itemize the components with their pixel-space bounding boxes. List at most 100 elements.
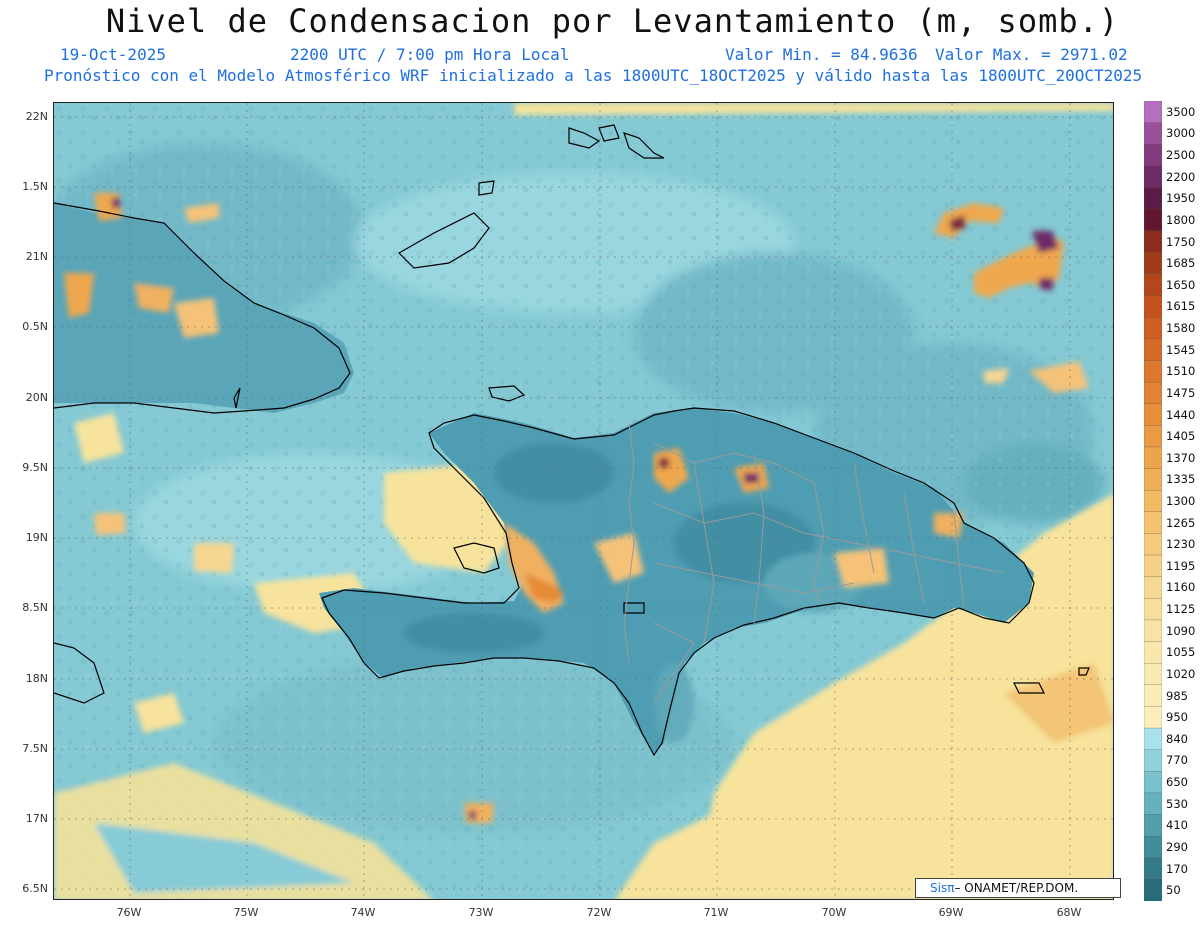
colorbar-label: 1685 bbox=[1166, 256, 1196, 271]
colorbar-label: 1125 bbox=[1166, 602, 1196, 617]
colorbar-swatch bbox=[1144, 511, 1162, 535]
colorbar-swatch bbox=[1144, 576, 1162, 599]
colorbar-swatch bbox=[1144, 101, 1162, 124]
colorbar-label: 290 bbox=[1166, 839, 1188, 854]
colorbar-label: 1335 bbox=[1166, 472, 1196, 487]
colorbar-swatch bbox=[1144, 554, 1162, 578]
colorbar-swatch bbox=[1144, 425, 1162, 448]
credit-box: Sisπ– ONAMET/REP.DOM. bbox=[915, 878, 1121, 898]
colorbar-label: 1650 bbox=[1166, 277, 1196, 292]
colorbar-label: 1090 bbox=[1166, 623, 1196, 638]
colorbar-label: 2200 bbox=[1166, 169, 1196, 184]
colorbar-label: 3000 bbox=[1166, 126, 1196, 141]
credit-org: – ONAMET/REP.DOM. bbox=[954, 881, 1079, 895]
lon-label: 72W bbox=[586, 906, 612, 919]
colorbar-swatch bbox=[1144, 468, 1162, 491]
colorbar-label: 1230 bbox=[1166, 537, 1196, 552]
high-lcl-patches bbox=[64, 193, 1089, 823]
colorbar-swatch bbox=[1144, 835, 1162, 859]
colorbar-label: 950 bbox=[1166, 710, 1188, 725]
map-canvas bbox=[54, 103, 1113, 899]
colorbar-swatch bbox=[1144, 598, 1162, 621]
colorbar-label: 650 bbox=[1166, 775, 1188, 790]
coastlines bbox=[54, 124, 1090, 757]
colorbar-label: 1475 bbox=[1166, 385, 1196, 400]
colorbar-label: 3500 bbox=[1166, 104, 1196, 119]
colorbar-label: 1545 bbox=[1166, 342, 1196, 357]
colorbar-swatch bbox=[1144, 857, 1162, 881]
colorbar-swatch bbox=[1144, 252, 1162, 275]
colorbar-label: 1950 bbox=[1166, 191, 1196, 206]
colorbar-swatch bbox=[1144, 706, 1162, 729]
forecast-date: 19-Oct-2025 bbox=[60, 45, 166, 64]
colorbar-label: 1055 bbox=[1166, 645, 1196, 660]
hispaniola-land bbox=[319, 408, 1034, 753]
lon-label: 71W bbox=[703, 906, 729, 919]
colorbar-label: 1195 bbox=[1166, 558, 1196, 573]
lon-label: 68W bbox=[1056, 906, 1082, 919]
colorbar-swatch bbox=[1144, 684, 1162, 708]
colorbar-swatch bbox=[1144, 771, 1162, 794]
colorbar-swatch bbox=[1144, 317, 1162, 340]
min-value: Valor Min. = 84.9636 bbox=[725, 45, 918, 64]
colorbar-label: 170 bbox=[1166, 861, 1188, 876]
colorbar-swatch bbox=[1144, 727, 1162, 751]
lat-label: 8.5N bbox=[22, 601, 48, 614]
lon-label: 73W bbox=[468, 906, 494, 919]
colorbar-label: 1510 bbox=[1166, 364, 1196, 379]
colorbar-swatch bbox=[1144, 295, 1162, 318]
colorbar-swatch bbox=[1144, 360, 1162, 383]
colorbar-swatch bbox=[1144, 403, 1162, 426]
colorbar-swatch bbox=[1144, 165, 1162, 189]
colorbar-swatch bbox=[1144, 446, 1162, 470]
colorbar-label: 840 bbox=[1166, 731, 1188, 746]
colorbar-swatch bbox=[1144, 814, 1162, 837]
lon-label: 75W bbox=[233, 906, 259, 919]
max-value: Valor Max. = 2971.02 bbox=[935, 45, 1128, 64]
colorbar-label: 530 bbox=[1166, 796, 1188, 811]
colorbar-label: 2500 bbox=[1166, 148, 1196, 163]
colorbar-swatch bbox=[1144, 381, 1162, 405]
colorbar-label: 1265 bbox=[1166, 515, 1196, 530]
lon-label: 74W bbox=[350, 906, 376, 919]
lcl-map bbox=[53, 102, 1114, 900]
lat-label: 22N bbox=[25, 110, 48, 123]
colorbar-label: 1405 bbox=[1166, 429, 1196, 444]
lon-label: 70W bbox=[821, 906, 847, 919]
colorbar-swatch bbox=[1144, 792, 1162, 816]
colorbar-swatch bbox=[1144, 749, 1162, 772]
lat-label: 1.5N bbox=[22, 180, 48, 193]
lat-label: 6.5N bbox=[22, 882, 48, 895]
colorbar-swatch bbox=[1144, 273, 1162, 297]
map-title: Nivel de Condensacion por Levantamiento … bbox=[105, 2, 1120, 40]
lat-label: 0.5N bbox=[22, 320, 48, 333]
colorbar-swatch bbox=[1144, 641, 1162, 664]
colorbar-label: 1160 bbox=[1166, 580, 1196, 595]
colorbar-swatch bbox=[1144, 533, 1162, 556]
sis-logo-text: Sisπ bbox=[930, 881, 955, 895]
colorbar-swatch bbox=[1144, 187, 1162, 210]
colorbar-label: 1370 bbox=[1166, 450, 1196, 465]
graticule bbox=[54, 103, 1113, 899]
model-info: Pronóstico con el Modelo Atmosférico WRF… bbox=[44, 66, 1143, 85]
colorbar-label: 1615 bbox=[1166, 299, 1196, 314]
colorbar-label: 410 bbox=[1166, 818, 1188, 833]
colorbar-swatch bbox=[1144, 619, 1162, 643]
colorbar-label: 985 bbox=[1166, 688, 1188, 703]
lat-label: 19N bbox=[25, 531, 48, 544]
colorbar-swatch bbox=[1144, 144, 1162, 167]
colorbar-swatch bbox=[1144, 490, 1162, 513]
colorbar-label: 770 bbox=[1166, 753, 1188, 768]
lat-label: 7.5N bbox=[22, 742, 48, 755]
lat-label: 17N bbox=[25, 812, 48, 825]
colorbar-swatch bbox=[1144, 208, 1162, 232]
lat-label: 18N bbox=[25, 672, 48, 685]
colorbar-swatch bbox=[1144, 338, 1162, 362]
colorbar-swatch bbox=[1144, 879, 1162, 901]
lon-label: 69W bbox=[938, 906, 964, 919]
colorbar-swatch bbox=[1144, 663, 1162, 686]
colorbar bbox=[1144, 101, 1162, 901]
lat-label: 9.5N bbox=[22, 461, 48, 474]
forecast-time: 2200 UTC / 7:00 pm Hora Local bbox=[290, 45, 570, 64]
colorbar-label: 1750 bbox=[1166, 234, 1196, 249]
